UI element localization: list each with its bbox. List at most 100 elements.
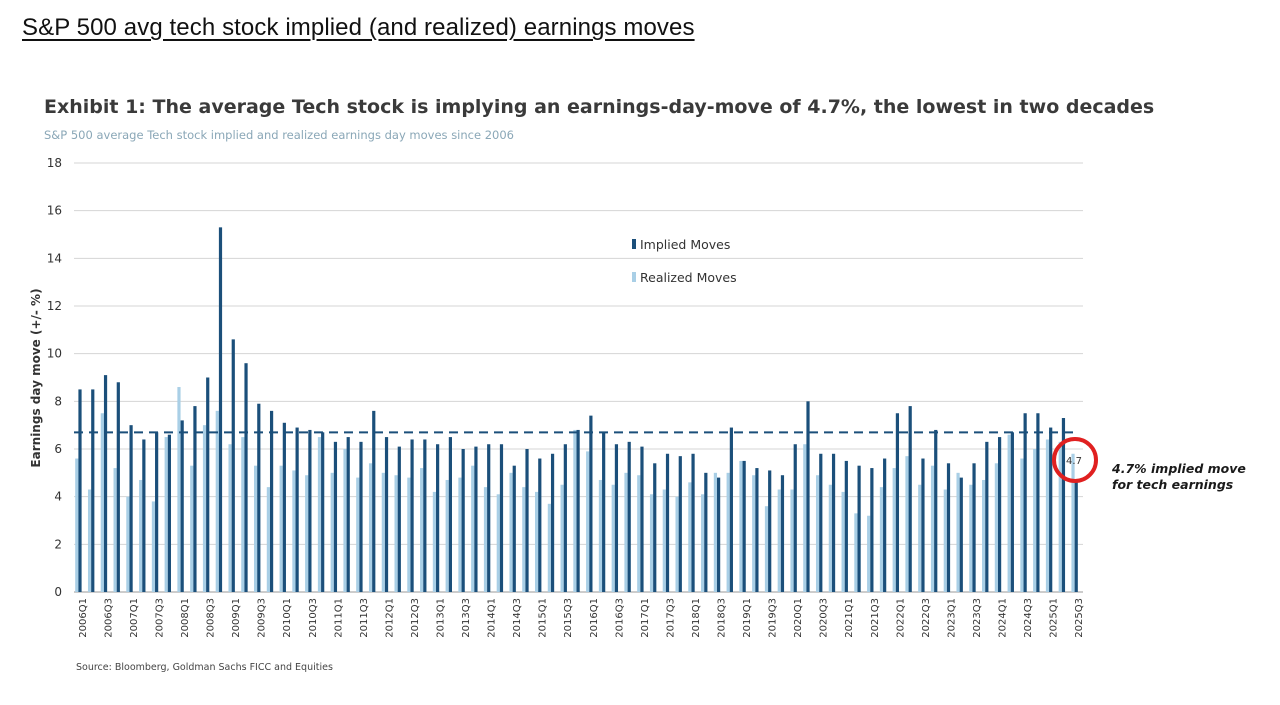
x-tick-label: 2022Q3 [921,598,932,638]
x-tick-label: 2021Q3 [870,598,881,638]
implied-bar [908,406,912,592]
implied-bar [972,463,976,592]
realized-bar [777,489,781,592]
realized-bar [956,472,960,592]
x-tick-label: 2011Q3 [359,598,370,638]
x-axis-ticks: 2006Q1 2006Q3 2007Q1 2007Q3 2008Q1 2008Q3 2009… [78,598,1085,638]
legend-swatch [632,272,636,282]
implied-bar [563,444,567,592]
implied-bar [538,458,542,592]
y-tick-label: 8 [54,394,62,408]
y-tick-label: 18 [47,156,62,170]
implied-bar [512,465,516,592]
annotation-text: for tech earnings [1112,477,1233,492]
x-tick-label: 2019Q1 [742,598,753,638]
implied-bar [461,449,465,592]
implied-bar [1061,418,1066,592]
x-tick-label: 2015Q3 [563,598,574,638]
x-tick-label: 2014Q3 [512,598,523,638]
implied-bar [180,420,184,592]
implied-bar [359,441,363,592]
realized-bar [458,477,462,592]
x-tick-label: 2013Q3 [461,598,472,638]
realized-bar [828,484,832,592]
implied-bar [372,410,376,592]
realized-bar [918,484,922,592]
implied-bar [844,460,848,592]
implied-bar [1023,413,1027,592]
implied-bar [985,441,989,592]
realized-bar [675,496,679,592]
implied-bar [755,468,759,592]
x-tick-label: 2021Q1 [844,598,855,638]
implied-bar [474,446,478,592]
x-tick-label: 2022Q1 [895,598,906,638]
x-tick-label: 2006Q3 [103,598,114,638]
realized-bar [739,460,743,592]
realized-bar [790,489,794,592]
legend: Implied Moves Realized Moves [632,237,737,285]
y-axis-label: Earnings day move (+/- %) [29,288,43,467]
realized-bar [930,465,935,592]
realized-bar [1071,453,1075,592]
realized-bar [994,463,998,592]
legend-swatch [632,239,636,249]
implied-bar [831,453,836,592]
x-tick-label: 2012Q3 [410,598,421,638]
realized-bar [483,487,488,592]
realized-bar [1058,441,1062,592]
implied-bar [768,470,772,592]
bars [75,227,1078,592]
x-tick-label: 2007Q3 [155,598,166,638]
x-tick-label: 2009Q1 [231,598,242,638]
implied-bar [308,429,312,592]
realized-bar [215,410,219,592]
implied-bar [729,427,733,592]
realized-bar [688,482,692,592]
realized-bar [943,489,947,592]
x-tick-label: 2024Q3 [1023,598,1034,638]
implied-bar [295,427,299,592]
realized-bar [343,449,347,592]
realized-bar [905,456,909,592]
implied-bar [627,441,631,592]
implied-bar [883,458,887,592]
realized-bar [381,472,385,592]
realized-bar [254,465,258,592]
realized-bar [292,470,296,592]
realized-bar [87,489,92,592]
realized-bar [432,491,437,592]
implied-bar [206,377,210,592]
x-tick-label: 2025Q3 [1074,598,1085,638]
x-tick-label: 2024Q1 [997,598,1008,638]
x-tick-label: 2016Q3 [614,598,625,638]
x-tick-label: 2007Q1 [129,598,140,638]
realized-bar [892,468,896,592]
realized-bar [624,472,628,592]
realized-bar [356,477,360,592]
realized-bar [841,491,845,592]
y-tick-label: 0 [54,585,62,599]
legend-label: Realized Moves [640,270,737,285]
implied-bar [653,463,657,592]
legend-label: Implied Moves [640,237,730,252]
implied-bar [589,415,593,592]
implied-bar [704,472,708,592]
callout-value: 4.7 [1066,456,1082,467]
x-tick-label: 2010Q1 [282,598,293,638]
implied-bar [550,453,555,592]
implied-bar [1074,479,1078,592]
implied-bar [1010,432,1014,592]
implied-bar [231,339,235,592]
realized-bar [279,465,283,592]
implied-bar [780,475,785,592]
y-tick-label: 14 [47,251,62,265]
implied-bar [333,441,338,592]
implied-bar [576,429,580,592]
implied-bar [895,413,900,592]
x-tick-label: 2015Q1 [538,598,549,638]
x-tick-label: 2014Q1 [487,598,498,638]
implied-bar [384,437,389,592]
